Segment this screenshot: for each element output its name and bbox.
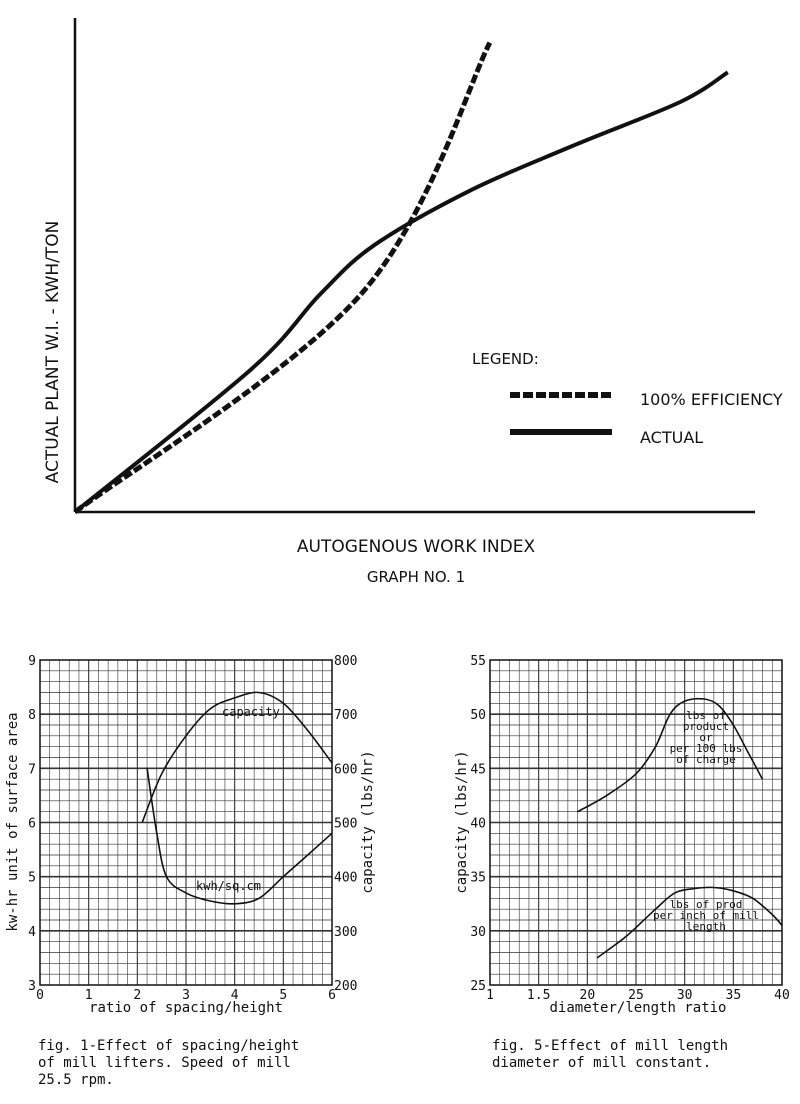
fig5-y-axis-label: capacity (lbs/hr) xyxy=(454,750,470,893)
f1-y2-tick-label: 300 xyxy=(334,925,357,940)
f1-x-tick-label: 3 xyxy=(182,988,190,1003)
f1-y-tick-label: 5 xyxy=(28,871,36,886)
f5-y-tick-label: 40 xyxy=(470,817,486,832)
graph1-x-axis-label: AUTOGENOUS WORK INDEX xyxy=(297,537,536,557)
f1-y-tick-label: 9 xyxy=(28,654,36,669)
f1-y-tick-label: 7 xyxy=(28,762,36,777)
f1-y-tick-label: 4 xyxy=(28,925,36,940)
fig1-x-axis-label: ratio of spacing/height xyxy=(89,1000,283,1016)
f5-x-tick-label: 30 xyxy=(677,988,693,1003)
f5-y-tick-label: 50 xyxy=(470,708,486,723)
graph1-series-efficiency-line xyxy=(73,41,493,514)
graph1-legend-dashed-label: 100% EFFICIENCY xyxy=(640,390,783,409)
fig1-y2-axis-label: capacity (lbs/hr) xyxy=(360,750,376,893)
fig5-frame xyxy=(489,659,783,986)
graph1-plot: LEGEND: 100% EFFICIENCY ACTUAL AUTOGENOU… xyxy=(43,18,783,586)
fig5-lower-label-line2: per inch of mill xyxy=(653,909,759,922)
fig5-upper-label-line3: or xyxy=(699,731,713,744)
fig5-caption: fig. 5-Effect of mill length diameter of… xyxy=(492,1038,729,1071)
fig1-capacity-label: capacity xyxy=(222,705,280,719)
fig5-plot: 1 1.5 20 25 30 35 40 25 30 35 40 45 50 55 lbs of prod… xyxy=(454,654,790,1016)
f1-y-tick-label: 3 xyxy=(28,979,36,994)
graph1-legend-solid-label: ACTUAL xyxy=(640,428,703,447)
f5-y-tick-label: 25 xyxy=(470,979,486,994)
f5-y-tick-label: 55 xyxy=(470,654,486,669)
f5-y-tick-label: 45 xyxy=(470,762,486,777)
f1-y2-tick-label: 600 xyxy=(334,762,357,777)
fig5-x-axis-label: diameter/length ratio xyxy=(549,1000,726,1016)
f1-y2-tick-label: 500 xyxy=(334,817,357,832)
fig5-upper-label-line1: lbs of xyxy=(686,709,726,722)
f1-series-line-2 xyxy=(146,768,333,905)
f5-x-tick-label: 35 xyxy=(726,988,742,1003)
fig5-upper-label-line2: product xyxy=(683,720,729,733)
fig1-frame xyxy=(39,659,333,986)
fig1-caption: fig. 1-Effect of spacing/height of mill … xyxy=(38,1038,300,1088)
f5-series-line-2 xyxy=(596,886,783,959)
graph1-legend-title: LEGEND: xyxy=(472,350,539,368)
f5-x-tick-label: 1.5 xyxy=(527,988,550,1003)
fig1-plot: 0 1 2 3 4 5 6 3 4 5 6 7 8 9 200 300 400 500 600 700 800 capa… xyxy=(5,654,376,1016)
f1-x-tick-label: 2 xyxy=(133,988,141,1003)
f5-x-tick-label: 40 xyxy=(774,988,790,1003)
f1-y-tick-label: 6 xyxy=(28,817,36,832)
f1-y2-tick-label: 800 xyxy=(334,654,357,669)
fig5-upper-label-line4: per 100 lbs xyxy=(670,742,743,755)
graph1-title: GRAPH NO. 1 xyxy=(367,568,465,586)
f5-x-tick-label: 20 xyxy=(580,988,596,1003)
fig5-upper-label-line5: of charge xyxy=(676,753,736,766)
graph1-series-actual-line xyxy=(73,70,729,514)
f1-x-tick-label: 1 xyxy=(85,988,93,1003)
f1-y-tick-label: 8 xyxy=(28,708,36,723)
f5-x-tick-label: 25 xyxy=(628,988,644,1003)
f1-x-tick-label: 0 xyxy=(36,988,44,1003)
f5-x-tick-label: 1 xyxy=(486,988,494,1003)
f1-y2-tick-label: 400 xyxy=(334,871,357,886)
graph1-y-axis-label: ACTUAL PLANT W.I. - KWH/TON xyxy=(43,221,63,484)
f5-series-line-1 xyxy=(577,697,764,813)
f1-y2-tick-label: 200 xyxy=(334,979,357,994)
f5-y-tick-label: 35 xyxy=(470,871,486,886)
f5-y-tick-label: 30 xyxy=(470,925,486,940)
fig5-lower-label-line3: length xyxy=(686,920,726,933)
f1-x-tick-label: 4 xyxy=(231,988,239,1003)
fig1-kwh-label: kwh/sq.cm xyxy=(196,879,261,893)
f1-series-line-1 xyxy=(141,691,333,823)
fig5-lower-label-line1: lbs of prod xyxy=(670,898,743,911)
f1-x-tick-label: 6 xyxy=(328,988,336,1003)
f1-y2-tick-label: 700 xyxy=(334,708,357,723)
f1-x-tick-label: 5 xyxy=(279,988,287,1003)
fig1-y-axis-label: kw-hr unit of surface area xyxy=(5,712,21,931)
